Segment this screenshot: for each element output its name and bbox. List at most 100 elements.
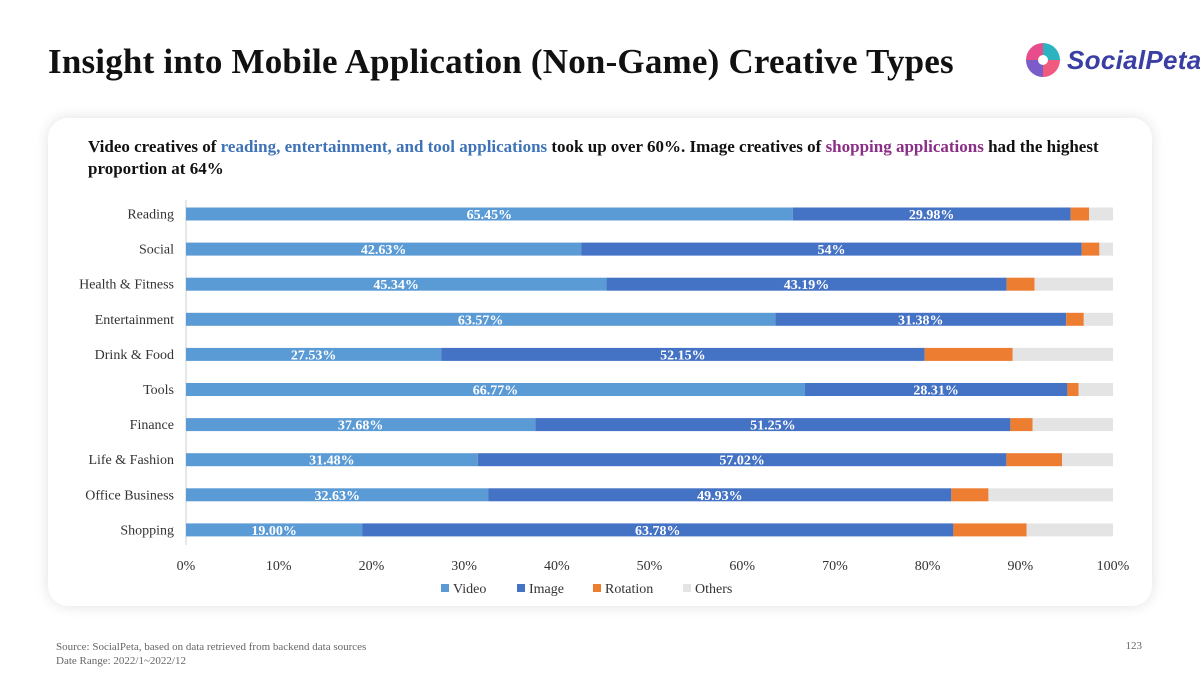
bar-rotation-life-and-fashion	[1006, 453, 1063, 467]
data-label-image-life-and-fashion: 57.02%	[719, 454, 765, 469]
bar-rotation-entertainment	[1066, 312, 1084, 326]
bar-rotation-finance	[1010, 418, 1033, 432]
data-label-video-health-and-fitness: 45.34%	[373, 278, 419, 293]
footer: Source: SocialPeta, based on data retrie…	[56, 640, 366, 668]
bar-video-reading	[186, 207, 793, 221]
bar-video-life-and-fashion	[186, 453, 478, 467]
brand-logo-icon	[1026, 43, 1060, 77]
bar-rotation-health-and-fitness	[1006, 277, 1035, 291]
data-label-video-drink-and-food: 27.53%	[291, 348, 337, 363]
bar-rotation-social	[1081, 242, 1100, 256]
x-tick-label: 40%	[544, 559, 570, 574]
bar-video-health-and-fitness	[186, 277, 607, 291]
x-tick-label: 100%	[1097, 559, 1130, 574]
bar-image-health-and-fitness	[606, 277, 1007, 291]
x-tick-label: 30%	[451, 559, 477, 574]
data-label-image-shopping: 63.78%	[635, 524, 681, 539]
page-title: Insight into Mobile Application (Non-Gam…	[48, 42, 954, 81]
category-label-reading: Reading	[127, 208, 174, 223]
bar-image-entertainment	[775, 312, 1067, 326]
data-label-image-office-business: 49.93%	[697, 489, 743, 504]
bar-image-office-business	[488, 488, 952, 502]
legend-label-image: Image	[529, 582, 564, 597]
legend-label-others: Others	[695, 582, 732, 597]
x-tick-label: 50%	[637, 559, 663, 574]
category-label-drink-and-food: Drink & Food	[95, 348, 174, 363]
category-label-entertainment: Entertainment	[95, 313, 174, 328]
bar-others-social	[1099, 242, 1113, 256]
chart-subtitle: Video creatives of reading, entertainmen…	[88, 136, 1138, 180]
bar-others-life-and-fashion	[1062, 453, 1113, 467]
data-label-image-entertainment: 31.38%	[898, 313, 944, 328]
category-label-office-business: Office Business	[85, 488, 174, 503]
data-label-video-finance: 37.68%	[338, 419, 384, 434]
legend-swatch-others	[683, 584, 691, 592]
data-label-video-life-and-fashion: 31.48%	[309, 454, 355, 469]
category-label-tools: Tools	[143, 383, 174, 398]
subtitle-highlight-apps: reading, entertainment, and tool applica…	[220, 137, 548, 156]
bar-video-entertainment	[186, 312, 776, 326]
bar-video-social	[186, 242, 582, 256]
bar-others-office-business	[988, 488, 1113, 502]
brand-name: SocialPeta	[1067, 44, 1200, 75]
data-label-image-reading: 29.98%	[909, 208, 955, 223]
data-label-image-finance: 51.25%	[750, 419, 796, 434]
data-label-image-drink-and-food: 52.15%	[660, 348, 706, 363]
data-label-image-health-and-fitness: 43.19%	[784, 278, 830, 293]
bar-rotation-tools	[1067, 383, 1079, 396]
footer-date-range: Date Range: 2022/1~2022/12	[56, 655, 186, 667]
stacked-bar-chart: Reading 65.45% 29.98% Social 42.63% 54% Health…	[79, 200, 1130, 597]
bar-others-reading	[1089, 207, 1113, 221]
bar-others-tools	[1078, 383, 1113, 396]
bar-others-health-and-fitness	[1034, 277, 1113, 291]
data-label-video-tools: 66.77%	[473, 384, 519, 399]
x-tick-label: 80%	[915, 559, 941, 574]
bar-video-finance	[186, 418, 536, 432]
bar-image-drink-and-food	[441, 347, 925, 361]
data-label-video-social: 42.63%	[361, 243, 407, 258]
category-label-social: Social	[139, 243, 174, 258]
footer-source: Source: SocialPeta, based on data retrie…	[56, 641, 367, 653]
bar-video-tools	[186, 383, 805, 396]
data-label-image-tools: 28.31%	[913, 384, 959, 399]
bar-rotation-drink-and-food	[924, 347, 1013, 361]
bar-image-social	[581, 242, 1082, 256]
bar-others-finance	[1032, 418, 1113, 432]
category-label-shopping: Shopping	[120, 523, 174, 538]
subtitle-text: took up over 60%. Image creatives of	[547, 137, 826, 156]
brand-logo: SocialPeta	[1025, 42, 1200, 78]
bar-rotation-shopping	[953, 523, 1027, 537]
legend-label-rotation: Rotation	[605, 582, 653, 597]
subtitle-text: had the highest proportion at 64%	[88, 137, 1099, 178]
bar-image-tools	[804, 383, 1068, 396]
data-label-video-office-business: 32.63%	[314, 489, 360, 504]
bar-rotation-reading	[1070, 207, 1090, 221]
legend-swatch-rotation	[593, 584, 601, 592]
bar-video-drink-and-food	[186, 347, 442, 361]
bar-video-shopping	[186, 523, 363, 537]
x-tick-label: 0%	[177, 559, 196, 574]
subtitle-highlight-shopping: shopping applications	[825, 137, 984, 156]
category-label-life-and-fashion: Life & Fashion	[88, 453, 174, 468]
legend-swatch-video	[441, 584, 449, 592]
x-tick-label: 70%	[822, 559, 848, 574]
bar-rotation-office-business	[951, 488, 989, 502]
subtitle-text: Video creatives of	[88, 137, 221, 156]
bar-image-finance	[535, 418, 1011, 432]
bar-video-office-business	[186, 488, 489, 502]
bar-image-shopping	[362, 523, 954, 537]
category-label-health-and-fitness: Health & Fitness	[79, 278, 174, 293]
data-label-video-reading: 65.45%	[467, 208, 512, 223]
x-tick-label: 20%	[359, 559, 385, 574]
x-tick-label: 10%	[266, 559, 292, 574]
data-label-video-shopping: 19.00%	[251, 524, 297, 539]
x-tick-label: 90%	[1007, 559, 1033, 574]
bar-others-shopping	[1026, 523, 1113, 537]
bar-image-life-and-fashion	[477, 453, 1007, 467]
legend-label-video: Video	[453, 582, 486, 597]
bar-others-drink-and-food	[1012, 347, 1113, 361]
page-number: 123	[1125, 640, 1143, 652]
bar-others-entertainment	[1083, 312, 1113, 326]
bar-image-reading	[792, 207, 1071, 221]
category-label-finance: Finance	[130, 418, 174, 433]
